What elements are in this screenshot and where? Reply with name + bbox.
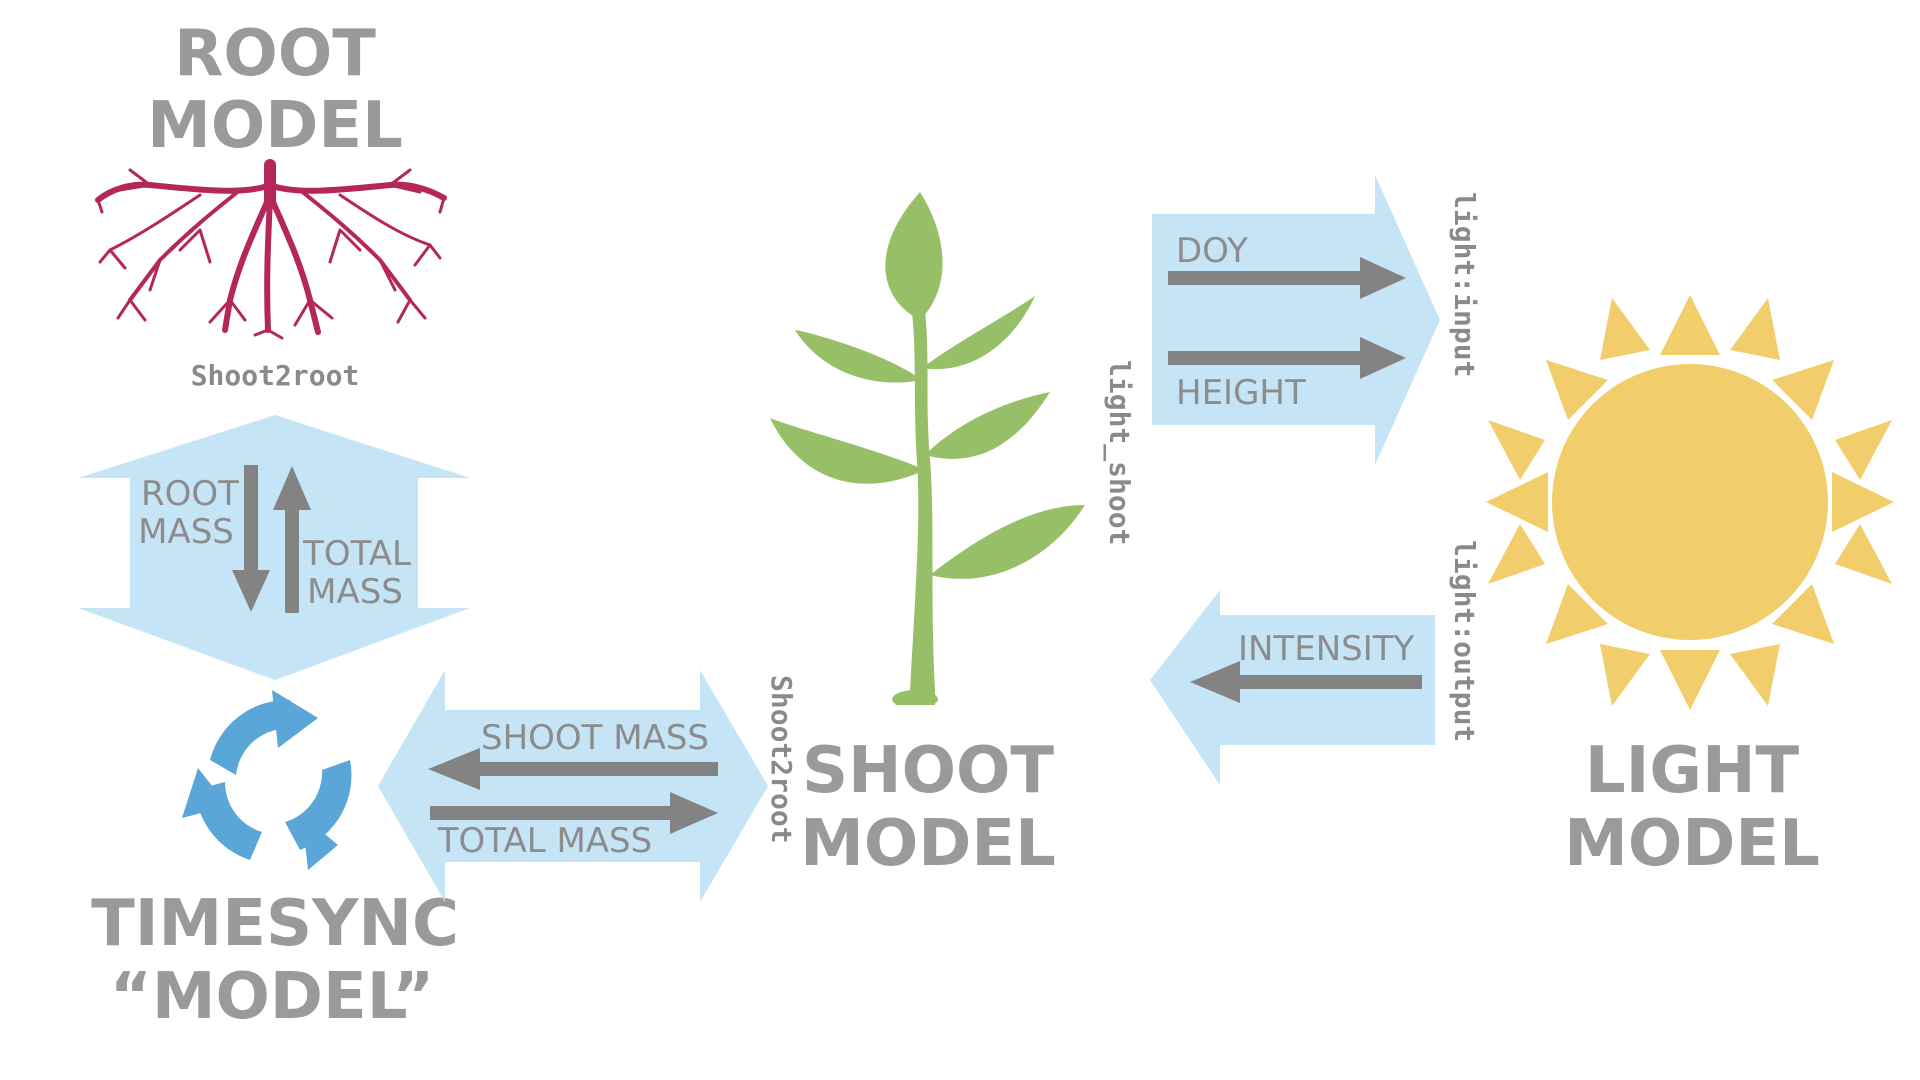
total-mass-label: TOTAL MASS — [437, 821, 652, 861]
shoot-mass-label: SHOOT MASS — [481, 718, 709, 758]
height-label: HEIGHT — [1176, 373, 1306, 413]
total-mass-up-label-line1: TOTAL — [302, 534, 411, 574]
root-mass-label-line1: ROOT — [141, 474, 239, 514]
root-timesync-flow — [78, 415, 470, 680]
shoot-mass-left-arrow — [428, 748, 718, 790]
doy-label: DOY — [1176, 231, 1248, 271]
total-mass-right-arrow — [430, 792, 718, 834]
intensity-left-arrow — [1190, 661, 1422, 703]
shoot-port-light-shoot: light_shoot — [1103, 360, 1136, 545]
total-mass-up-label-line2: MASS — [307, 572, 403, 612]
root-model-title-line1: ROOT — [174, 17, 376, 91]
shoot-model-title-line2: MODEL — [800, 807, 1056, 881]
sun-icon — [1486, 295, 1894, 710]
total-mass-up-arrow — [273, 466, 311, 613]
shoot-model-title-line1: SHOOT — [802, 734, 1054, 808]
height-right-arrow — [1168, 337, 1406, 379]
light-model-title-line2: MODEL — [1564, 807, 1820, 881]
root-mass-down-arrow — [232, 465, 270, 612]
plant-icon — [770, 192, 1085, 705]
timesync-model-title-line1: TIMESYNC — [91, 887, 459, 961]
timesync-model-title-line2: “MODEL” — [110, 960, 435, 1034]
root-port-shoot2root: Shoot2root — [191, 359, 360, 392]
doy-right-arrow — [1168, 257, 1406, 299]
shoot-to-light-flow — [1152, 175, 1440, 465]
roots-icon — [95, 159, 447, 340]
light-model-title-line1: LIGHT — [1585, 734, 1800, 808]
cycle-icon — [182, 690, 352, 870]
light-port-output: light:output — [1448, 540, 1481, 742]
root-model-title-line2: MODEL — [147, 89, 403, 163]
timesync-shoot-flow — [378, 670, 768, 902]
root-mass-label-line2: MASS — [138, 512, 234, 552]
intensity-label: INTENSITY — [1238, 629, 1415, 669]
shoot-port-shoot2root: Shoot2root — [765, 675, 798, 844]
light-port-input: light:input — [1448, 192, 1481, 377]
